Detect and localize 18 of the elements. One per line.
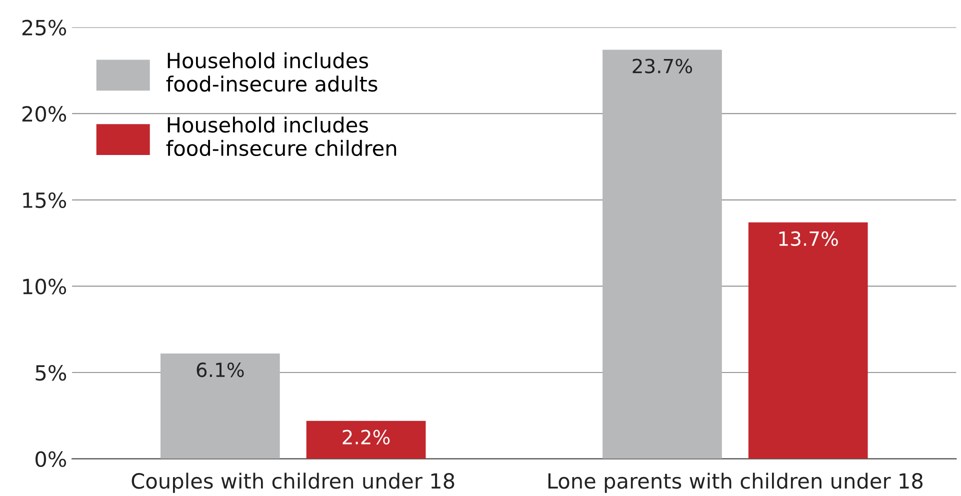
bar <box>306 420 426 459</box>
data-label: 13.7% <box>779 231 838 246</box>
data-label: 2.2% <box>342 430 390 445</box>
y-tick-label: 5% <box>36 364 66 381</box>
bar <box>748 222 868 459</box>
data-label: 6.1% <box>196 362 244 378</box>
bar <box>602 50 722 459</box>
legend-label: Household includes food-insecure children <box>166 116 396 156</box>
bar <box>160 354 280 459</box>
x-tick-label: Lone parents with children under 18 <box>548 472 923 493</box>
y-tick-label: 0% <box>36 451 66 468</box>
y-tick-label: 25% <box>22 20 66 36</box>
y-tick-label: 10% <box>23 278 66 294</box>
y-tick-label: 20% <box>22 106 66 122</box>
x-tick-label: Couples with children under 18 <box>132 472 454 493</box>
y-tick-label: 15% <box>23 192 66 208</box>
legend-label: Household includes food-insecure adults <box>166 52 378 92</box>
data-label: 23.7% <box>632 58 692 74</box>
